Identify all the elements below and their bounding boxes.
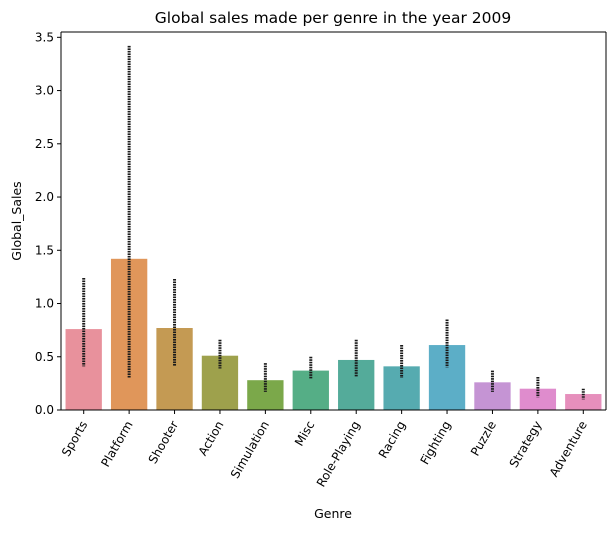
chart-title: Global sales made per genre in the year … bbox=[155, 9, 511, 27]
y-axis-label: Global_Sales bbox=[9, 181, 24, 260]
x-tick-label: Adventure bbox=[547, 419, 590, 480]
x-tick-label: Racing bbox=[376, 419, 408, 461]
y-tick-label: 0.0 bbox=[35, 403, 54, 417]
y-tick-label: 2.5 bbox=[35, 137, 54, 151]
x-tick-label: Role-Playing bbox=[314, 419, 363, 490]
y-tick-label: 2.0 bbox=[35, 190, 54, 204]
x-tick-label: Platform bbox=[98, 419, 135, 470]
x-tick-label: Shooter bbox=[146, 418, 182, 466]
bar-strategy bbox=[519, 388, 557, 410]
error-bars-group bbox=[82, 45, 585, 400]
x-tick-label: Strategy bbox=[507, 419, 545, 471]
y-tick-label: 3.0 bbox=[35, 84, 54, 98]
y-tick-label: 3.5 bbox=[35, 30, 54, 44]
y-tick-label: 1.0 bbox=[35, 297, 54, 311]
x-axis-label: Genre bbox=[314, 506, 352, 521]
y-tick-label: 0.5 bbox=[35, 350, 54, 364]
y-tick-label: 1.5 bbox=[35, 243, 54, 257]
y-ticks-group: 0.0 0.5 1.0 1.5 2.0 2.5 3.0 3.5 bbox=[35, 30, 61, 417]
bar-sports bbox=[65, 329, 102, 410]
x-tick-label: Simulation bbox=[228, 419, 272, 481]
x-ticks-group: Sports Platform Shooter Action Simulation Mis… bbox=[59, 410, 590, 489]
bar-misc bbox=[292, 370, 329, 410]
x-tick-label: Sports bbox=[59, 419, 90, 459]
bar-adventure bbox=[565, 394, 602, 410]
bar-simulation bbox=[247, 380, 284, 410]
bars-group bbox=[65, 258, 602, 410]
x-tick-label: Action bbox=[196, 419, 227, 459]
x-tick-label: Puzzle bbox=[468, 418, 499, 458]
bar-action bbox=[201, 355, 239, 410]
x-tick-label: Misc bbox=[292, 419, 317, 449]
x-tick-label: Fighting bbox=[418, 419, 454, 467]
